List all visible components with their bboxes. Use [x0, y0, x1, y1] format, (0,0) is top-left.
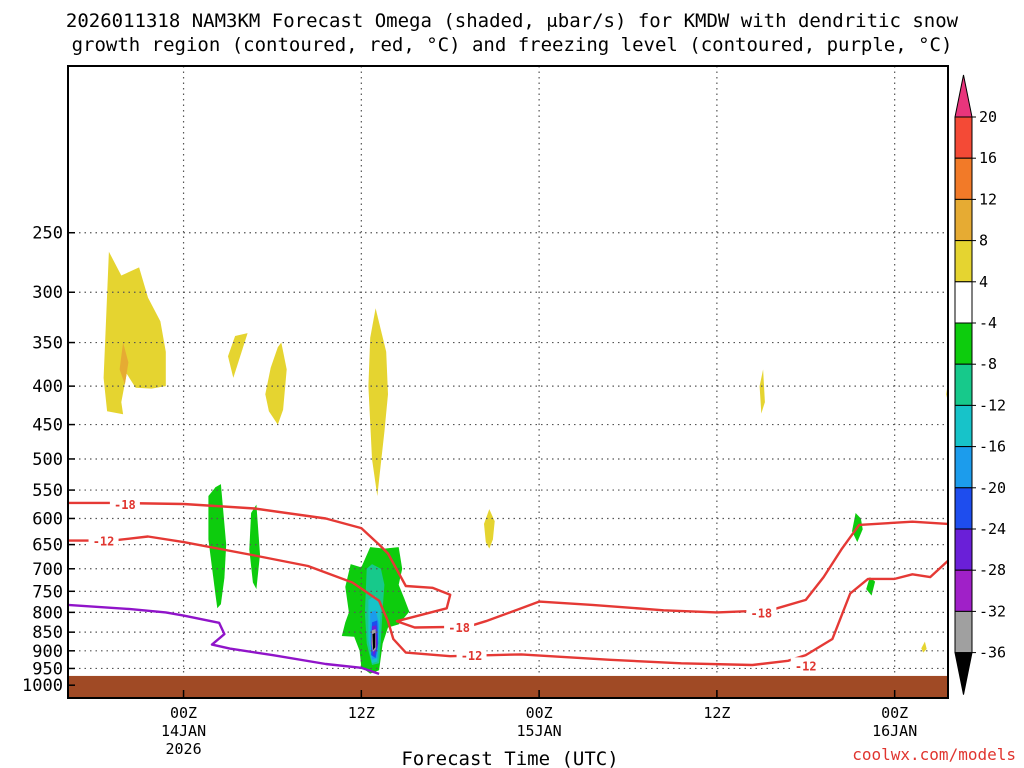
x-tick-label: 12Z	[348, 704, 375, 722]
colorbar-label: 4	[979, 273, 988, 291]
colorbar-segment	[954, 240, 973, 283]
y-tick-label: 250	[32, 224, 63, 244]
contour-label: -18	[750, 606, 772, 620]
colorbar-segment	[954, 487, 973, 530]
contour-line	[68, 603, 380, 676]
chart-title-line-2: growth region (contoured, red, °C) and f…	[72, 34, 953, 56]
y-tick-label: 1000	[22, 676, 63, 696]
y-tick-label: 450	[32, 416, 63, 436]
colorbar-segment	[954, 569, 973, 612]
omega-shaded-area	[119, 342, 129, 385]
contour-label-bg	[444, 619, 475, 635]
y-tick-label: 700	[32, 560, 63, 580]
colorbar-label: -12	[979, 396, 1006, 414]
omega-shaded-area	[921, 641, 927, 653]
x-axis-label: Forecast Time (UTC)	[401, 748, 618, 768]
omega-shaded-area	[265, 342, 287, 425]
contour-layer: -18 -18 -18 -12 -12 -12	[68, 496, 948, 676]
colorbar-label: 16	[979, 149, 997, 167]
colorbar-top-arrow	[954, 74, 973, 118]
y-tick-label: 350	[32, 334, 63, 354]
x-tick-label: 00Z	[170, 704, 197, 722]
plot-frame	[67, 65, 949, 699]
colorbar-label: -24	[979, 520, 1006, 538]
y-axis: 2503003504004505005506006507007508008509…	[22, 224, 75, 696]
omega-shaded-area	[228, 333, 248, 378]
y-tick-label: 850	[32, 623, 63, 643]
colorbar-segment	[954, 404, 973, 448]
colorbar-label: -20	[979, 479, 1006, 497]
colorbar-label: -32	[979, 602, 1006, 620]
colorbar-label: -28	[979, 561, 1006, 579]
omega-shading-layer	[103, 251, 948, 674]
colorbar-segment	[954, 528, 973, 571]
contour-label: -18	[114, 498, 136, 512]
y-tick-label: 400	[32, 377, 63, 397]
omega-shaded-area	[372, 632, 376, 651]
colorbar-label: 20	[979, 108, 997, 126]
colorbar-segment	[954, 281, 973, 324]
omega-shaded-area	[249, 504, 260, 590]
y-tick-label: 300	[32, 283, 63, 303]
plot-area: -18 -18 -18 -12 -12 -12	[68, 66, 948, 698]
colorbar-segment	[954, 322, 973, 365]
colorbar-segment	[954, 157, 973, 200]
contour-label-bg	[88, 532, 119, 548]
y-tick-label: 900	[32, 642, 63, 662]
chart-title-line-1: 2026011318 NAM3KM Forecast Omega (shaded…	[66, 10, 959, 32]
y-tick-label: 500	[32, 450, 63, 470]
omega-shaded-area	[368, 308, 388, 496]
y-tick-label: 800	[32, 603, 63, 623]
contour-label-bg	[109, 496, 140, 512]
x-tick-label: 00Z	[526, 704, 553, 722]
x-tick-label: 00Z	[881, 704, 908, 722]
omega-shaded-area	[208, 484, 227, 609]
grid-lines	[68, 66, 948, 698]
colorbar-segment	[954, 116, 973, 159]
omega-shaded-area	[484, 509, 495, 549]
colorbar-segment	[954, 446, 973, 489]
x-tick-label: 12Z	[703, 704, 730, 722]
omega-shaded-area	[759, 369, 765, 414]
y-tick-label: 750	[32, 582, 63, 602]
x-tick-year: 2026	[165, 740, 201, 758]
contour-line	[68, 535, 948, 667]
x-tick-date: 15JAN	[517, 722, 562, 740]
y-tick-label: 550	[32, 481, 63, 501]
contour-label: -12	[93, 535, 115, 549]
colorbar-segment	[954, 198, 973, 242]
colorbar: 20 16 12 8 4 -4 -8 -12 -16 -20 -24 -28 -32 -36	[954, 74, 1006, 695]
colorbar-label: 12	[979, 190, 997, 208]
y-tick-label: 950	[32, 659, 63, 679]
colorbar-label: -4	[979, 314, 997, 332]
colorbar-bottom-arrow	[954, 652, 973, 695]
x-tick-date: 16JAN	[872, 722, 917, 740]
credit-text: coolwx.com/models	[852, 745, 1016, 764]
contour-label-bg	[746, 604, 777, 620]
y-tick-label: 650	[32, 536, 63, 556]
contour-label-bg	[456, 647, 487, 663]
ground-surface	[68, 675, 948, 698]
x-tick-date: 14JAN	[161, 722, 206, 740]
colorbar-segment	[954, 363, 973, 406]
contour-label: -18	[448, 621, 470, 635]
colorbar-label: -36	[979, 644, 1006, 662]
colorbar-label: -8	[979, 355, 997, 373]
contour-label: -12	[461, 649, 483, 663]
y-tick-label: 600	[32, 509, 63, 529]
colorbar-label: 8	[979, 232, 988, 250]
omega-shaded-area	[866, 577, 876, 596]
colorbar-label: -16	[979, 438, 1006, 456]
omega-shaded-area	[103, 251, 166, 415]
contour-line	[68, 501, 948, 629]
contour-label-bg	[790, 657, 821, 673]
colorbar-segment	[954, 610, 973, 654]
contour-label: -12	[795, 659, 817, 673]
